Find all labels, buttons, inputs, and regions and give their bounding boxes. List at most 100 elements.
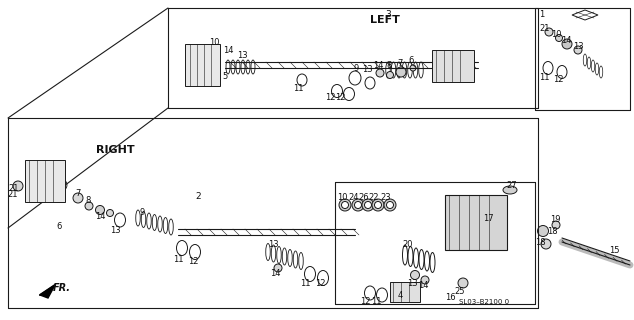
Circle shape [555, 35, 562, 42]
Circle shape [410, 65, 416, 71]
Circle shape [107, 210, 113, 217]
Text: 12: 12 [325, 92, 335, 101]
Text: SL03–B2100 0: SL03–B2100 0 [459, 299, 509, 305]
Circle shape [352, 199, 364, 211]
Text: 14: 14 [373, 60, 383, 69]
Circle shape [13, 181, 23, 191]
Circle shape [342, 202, 349, 209]
Circle shape [376, 69, 384, 77]
Text: 5: 5 [223, 71, 228, 81]
Text: 2: 2 [195, 191, 201, 201]
Circle shape [410, 270, 420, 279]
Bar [432, 50, 474, 82]
Text: 26: 26 [359, 193, 370, 202]
Text: 18: 18 [547, 227, 557, 236]
Text: 9: 9 [353, 63, 359, 73]
Ellipse shape [503, 186, 517, 194]
Bar [445, 195, 507, 250]
Ellipse shape [466, 56, 474, 74]
Circle shape [538, 226, 548, 236]
Text: 22: 22 [369, 193, 379, 202]
Text: 10: 10 [337, 193, 347, 202]
Text: 21: 21 [540, 23, 550, 33]
Text: 23: 23 [380, 193, 391, 202]
Text: 12: 12 [335, 92, 346, 101]
Text: 19: 19 [550, 214, 560, 223]
Ellipse shape [59, 180, 67, 190]
Text: 13: 13 [110, 226, 120, 235]
Text: RIGHT: RIGHT [96, 145, 134, 155]
Text: 14: 14 [269, 269, 280, 278]
Text: 13: 13 [361, 65, 372, 74]
Text: 12: 12 [188, 258, 198, 267]
Ellipse shape [49, 177, 57, 189]
Circle shape [274, 264, 282, 272]
Text: 10: 10 [551, 29, 561, 38]
Text: 13: 13 [573, 42, 583, 51]
Text: 16: 16 [444, 292, 455, 301]
Text: 12: 12 [314, 279, 325, 289]
Text: 11: 11 [371, 298, 381, 307]
Circle shape [387, 202, 394, 209]
Text: 17: 17 [482, 213, 493, 222]
Circle shape [396, 67, 406, 77]
Text: LEFT: LEFT [370, 15, 400, 25]
Text: 11: 11 [539, 73, 549, 82]
Text: 14: 14 [560, 36, 571, 44]
Text: 21: 21 [9, 183, 19, 193]
Circle shape [384, 199, 396, 211]
Text: 1: 1 [540, 10, 545, 19]
Text: 8: 8 [386, 60, 392, 69]
Text: 27: 27 [507, 180, 517, 189]
Text: 13: 13 [268, 239, 278, 249]
Ellipse shape [463, 207, 489, 237]
Text: 25: 25 [455, 286, 465, 295]
Circle shape [458, 278, 468, 288]
Circle shape [85, 202, 93, 210]
Text: 13: 13 [236, 51, 247, 60]
Text: 15: 15 [609, 245, 619, 254]
Text: 12: 12 [553, 75, 563, 84]
Circle shape [73, 193, 83, 203]
Circle shape [354, 202, 361, 209]
Ellipse shape [189, 53, 197, 63]
Text: 6: 6 [408, 55, 414, 65]
Circle shape [574, 46, 582, 54]
Text: 10: 10 [209, 37, 219, 46]
Text: 14: 14 [94, 212, 105, 220]
Text: 6: 6 [56, 221, 61, 230]
Text: 14: 14 [418, 281, 428, 290]
Circle shape [375, 202, 382, 209]
Circle shape [562, 39, 572, 49]
Text: 4: 4 [398, 292, 403, 300]
Circle shape [387, 71, 394, 78]
Text: 7: 7 [398, 59, 403, 68]
Ellipse shape [211, 63, 219, 73]
Text: 21: 21 [8, 189, 18, 198]
Circle shape [541, 239, 551, 249]
Ellipse shape [198, 57, 208, 69]
Polygon shape [40, 285, 55, 298]
Ellipse shape [28, 167, 36, 179]
Text: FR.: FR. [53, 283, 71, 293]
Text: 20: 20 [403, 239, 413, 249]
Text: 7: 7 [75, 188, 81, 197]
Circle shape [96, 205, 105, 214]
Text: 11: 11 [172, 255, 183, 265]
Text: 13: 13 [406, 278, 417, 287]
Text: 14: 14 [223, 45, 233, 54]
Text: 12: 12 [359, 298, 370, 307]
Text: 9: 9 [139, 207, 145, 217]
Circle shape [552, 221, 560, 229]
Circle shape [365, 202, 372, 209]
Circle shape [362, 199, 374, 211]
Circle shape [339, 199, 351, 211]
Bar [185, 44, 220, 86]
Bar [25, 160, 65, 202]
Text: 11: 11 [300, 279, 310, 289]
Text: 11: 11 [293, 84, 303, 92]
Circle shape [372, 199, 384, 211]
Text: 8: 8 [86, 196, 91, 204]
Circle shape [545, 28, 553, 36]
Ellipse shape [37, 171, 47, 185]
